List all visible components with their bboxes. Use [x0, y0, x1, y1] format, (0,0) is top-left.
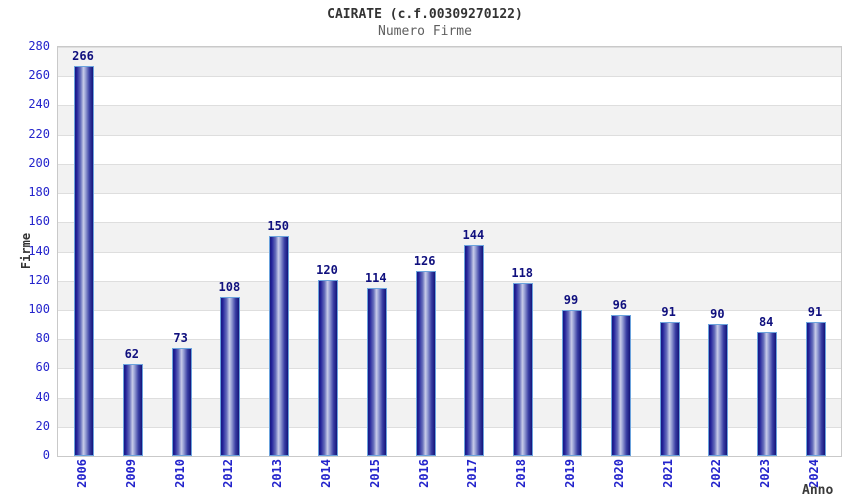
- bar-value-label: 108: [218, 280, 241, 295]
- bar-value-label: 266: [72, 49, 94, 64]
- plot-area: [57, 46, 842, 457]
- x-tick-label: 2019: [563, 459, 577, 488]
- x-tick-label: 2020: [611, 459, 626, 488]
- plot-band: [58, 134, 841, 164]
- x-tick-label: 2021: [660, 459, 675, 488]
- x-tick-label: 2009: [123, 459, 138, 488]
- bar-value-label: 91: [807, 305, 823, 320]
- x-tick-label: 2010: [172, 459, 187, 488]
- y-tick-label: 180: [28, 185, 50, 200]
- bar-value-label: 62: [124, 347, 140, 362]
- y-tick-label: 80: [35, 331, 50, 346]
- bar-value-label: 120: [316, 262, 338, 277]
- bar-value-label: 126: [413, 253, 436, 268]
- bar-value-label: 144: [462, 227, 485, 242]
- y-tick-label: 240: [28, 97, 50, 112]
- plot-band: [58, 193, 841, 223]
- x-tick-label: 2018: [514, 459, 529, 488]
- bar-value-label: 99: [563, 293, 579, 308]
- bar-2021: [659, 322, 680, 456]
- bar-2006: [74, 66, 94, 456]
- bar-value-label: 90: [710, 306, 725, 321]
- bar-value-label: 96: [612, 297, 628, 312]
- bar-2018: [513, 282, 534, 456]
- bar-value-label: 73: [173, 331, 188, 346]
- x-tick-label: 2016: [416, 459, 431, 488]
- bar-2013: [269, 235, 290, 456]
- bar-value-label: 114: [364, 271, 387, 286]
- bar-2014: [318, 279, 338, 456]
- x-tick-label: 2013: [270, 459, 285, 488]
- y-tick-label: 60: [35, 360, 50, 375]
- y-tick-label: 260: [28, 68, 50, 83]
- bar-value-label: 84: [758, 315, 774, 330]
- y-tick-label: 40: [35, 389, 50, 404]
- plot-band: [58, 280, 841, 310]
- bar-2017: [464, 244, 485, 456]
- bar-value-label: 118: [511, 265, 534, 280]
- plot-band: [58, 222, 841, 252]
- y-tick-label: 200: [28, 155, 50, 170]
- plot-band: [58, 105, 841, 135]
- y-tick-label: 220: [28, 126, 50, 141]
- x-tick-label: 2022: [709, 459, 724, 488]
- plot-band: [58, 47, 841, 77]
- x-tick-label: 2012: [221, 459, 236, 488]
- y-tick-label: 160: [28, 214, 50, 229]
- x-axis-label: Anno: [802, 483, 834, 498]
- x-tick-label: 2015: [367, 459, 382, 488]
- x-tick-label: 2024: [807, 459, 821, 488]
- y-tick-label: 280: [28, 39, 50, 53]
- x-tick-label: 2017: [465, 459, 480, 488]
- bar-2019: [562, 310, 582, 456]
- x-tick-label: 2014: [319, 459, 333, 488]
- bar-value-label: 150: [267, 218, 290, 233]
- bar-2020: [610, 314, 631, 456]
- chart-subtitle: Numero Firme: [378, 24, 472, 39]
- bar-2023: [757, 332, 778, 456]
- bar-2024: [806, 322, 826, 456]
- bar-2009: [122, 364, 143, 456]
- plot-band: [58, 76, 841, 106]
- y-tick-label: 140: [28, 243, 50, 258]
- bar-value-label: 91: [661, 305, 676, 320]
- bar-2016: [415, 270, 436, 456]
- y-tick-label: 20: [35, 418, 50, 433]
- y-tick-label: 120: [28, 272, 50, 287]
- x-tick-label: 2023: [758, 459, 773, 488]
- bar-2012: [220, 297, 241, 456]
- bar-2022: [708, 323, 729, 456]
- y-tick-label: 0: [42, 448, 50, 462]
- y-tick-label: 100: [28, 301, 50, 316]
- bar-2010: [171, 348, 192, 456]
- plot-band: [58, 163, 841, 194]
- x-tick-label: 2006: [75, 459, 89, 488]
- chart-title: CAIRATE (c.f.00309270122): [327, 7, 523, 22]
- plot-band: [58, 251, 841, 281]
- bar-2015: [366, 288, 387, 456]
